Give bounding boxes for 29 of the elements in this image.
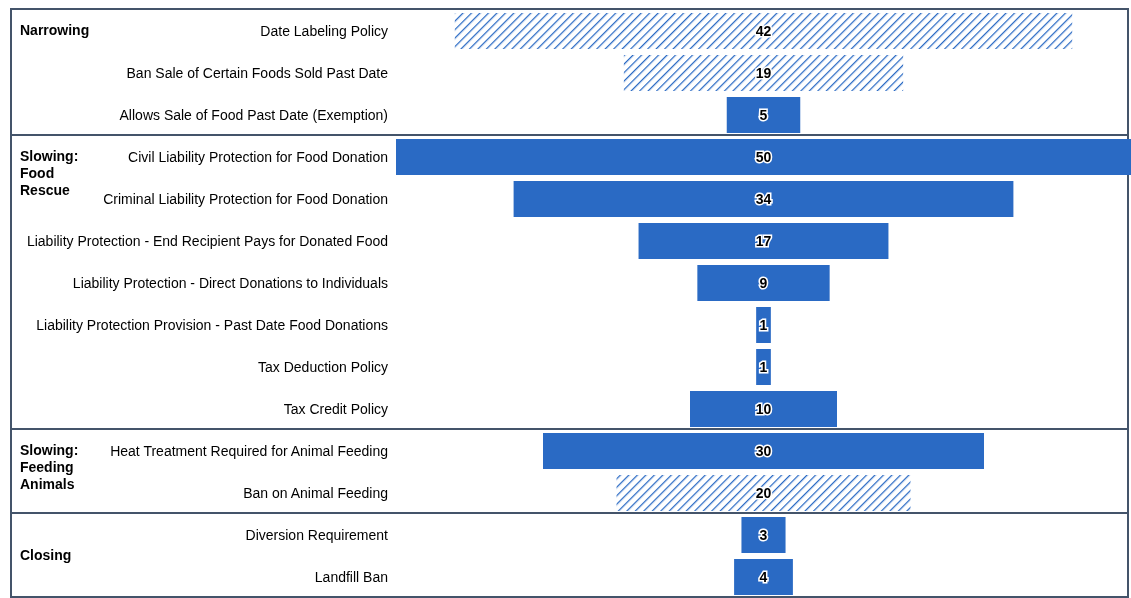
- category-label: Date Labeling Policy: [260, 22, 388, 39]
- category-label: Tax Deduction Policy: [258, 358, 388, 375]
- category-label: Ban on Animal Feeding: [243, 484, 388, 501]
- category-label: Allows Sale of Food Past Date (Exemption): [119, 106, 388, 123]
- category-label: Liability Protection - Direct Donations to Individuals: [72, 274, 388, 291]
- data-label: 1: [759, 316, 768, 333]
- data-label: 50: [755, 148, 772, 165]
- category-label: Tax Credit Policy: [283, 400, 388, 417]
- text: Slowing: Feeding Animals: [20, 442, 79, 492]
- category-label: Liability Protection - End Recipient Pays for Donated Food: [26, 232, 388, 249]
- data-label: 30: [755, 442, 772, 459]
- category-label: Ban Sale of Certain Foods Sold Past Date: [126, 64, 389, 81]
- data-label: 3: [759, 526, 768, 543]
- category-label: Civil Liability Protection for Food Donation: [128, 148, 388, 165]
- text: Narrowing: [20, 22, 90, 38]
- text: Slowing: Food Rescue: [20, 148, 79, 198]
- data-label: 9: [759, 274, 768, 291]
- data-label: 34: [755, 190, 772, 207]
- data-label: 4: [759, 568, 768, 585]
- data-label: 5: [759, 106, 768, 123]
- category-label: Landfill Ban: [314, 568, 388, 585]
- category-label: Diversion Requirement: [245, 526, 389, 543]
- category-label: Liability Protection Provision - Past Date Food Donations: [36, 316, 388, 333]
- data-label: 10: [755, 400, 772, 417]
- text: Closing: [20, 547, 72, 563]
- category-label: Heat Treatment Required for Animal Feeding: [110, 442, 388, 459]
- category-label: Criminal Liability Protection for Food Donation: [103, 190, 388, 207]
- data-label: 17: [755, 232, 772, 249]
- data-label: 1: [759, 358, 768, 375]
